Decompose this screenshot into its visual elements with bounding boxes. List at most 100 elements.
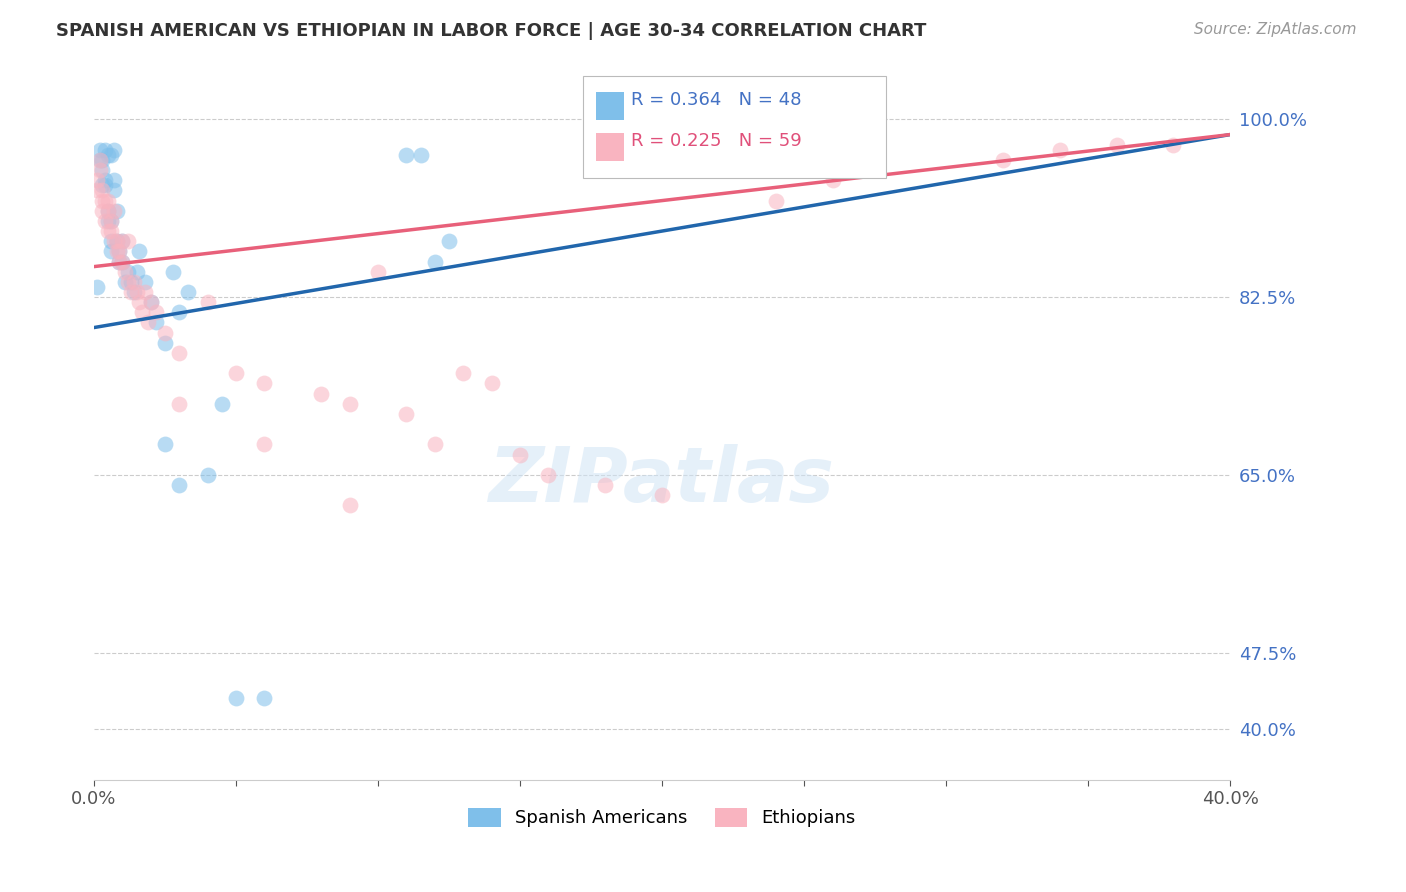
Point [105, 203, 128, 218]
Point [117, 275, 139, 289]
Point [91, 153, 114, 167]
Point [253, 691, 276, 706]
Point [100, 244, 122, 259]
Point [97, 224, 120, 238]
Point [139, 295, 162, 310]
Point [197, 467, 219, 482]
Point [89, 153, 111, 167]
Point [651, 488, 673, 502]
Point [125, 265, 148, 279]
Point [339, 499, 361, 513]
Point [437, 234, 460, 248]
Point [153, 326, 176, 340]
Point [423, 254, 446, 268]
Point [103, 173, 125, 187]
Point [139, 295, 162, 310]
Point [94, 143, 117, 157]
Point [120, 285, 142, 299]
Point [108, 244, 131, 259]
Point [153, 335, 176, 350]
Point [97, 148, 120, 162]
Point [253, 437, 276, 451]
Point [197, 295, 219, 310]
Point [91, 163, 114, 178]
Point [120, 275, 142, 289]
Point [595, 478, 617, 492]
Point [537, 467, 560, 482]
Point [86, 173, 108, 187]
Point [91, 178, 114, 193]
Point [94, 178, 117, 193]
Point [395, 407, 418, 421]
Point [103, 183, 125, 197]
Point [145, 305, 167, 319]
Point [821, 173, 844, 187]
Text: R = 0.364   N = 48: R = 0.364 N = 48 [631, 91, 801, 109]
Point [1163, 137, 1185, 152]
Point [105, 244, 128, 259]
Point [167, 397, 190, 411]
Point [111, 234, 134, 248]
Point [1105, 137, 1128, 152]
Point [339, 397, 361, 411]
Point [225, 366, 247, 380]
Point [136, 316, 159, 330]
Point [91, 183, 114, 197]
Point [86, 183, 108, 197]
Point [94, 173, 117, 187]
Point [122, 275, 145, 289]
Point [451, 366, 474, 380]
Point [100, 214, 122, 228]
Point [134, 275, 156, 289]
Point [395, 148, 418, 162]
Point [122, 285, 145, 299]
Point [367, 265, 389, 279]
Point [409, 148, 432, 162]
Point [117, 265, 139, 279]
Point [1049, 143, 1071, 157]
Point [91, 194, 114, 208]
Point [108, 244, 131, 259]
Point [153, 437, 176, 451]
Point [111, 254, 134, 268]
Point [225, 691, 247, 706]
Point [114, 265, 136, 279]
Text: ZIPatlas: ZIPatlas [489, 444, 835, 518]
Text: Source: ZipAtlas.com: Source: ZipAtlas.com [1194, 22, 1357, 37]
Point [176, 285, 198, 299]
Legend: Spanish Americans, Ethiopians: Spanish Americans, Ethiopians [461, 801, 863, 835]
Point [167, 346, 190, 360]
Point [103, 203, 125, 218]
Point [94, 214, 117, 228]
Point [91, 203, 114, 218]
Point [765, 194, 787, 208]
Point [97, 214, 120, 228]
Point [509, 448, 531, 462]
Point [108, 254, 131, 268]
Point [134, 285, 156, 299]
Point [162, 265, 184, 279]
Point [105, 234, 128, 248]
Point [309, 386, 332, 401]
Point [131, 305, 153, 319]
Point [100, 234, 122, 248]
Point [111, 254, 134, 268]
Point [125, 285, 148, 299]
Point [97, 203, 120, 218]
Point [89, 143, 111, 157]
Point [114, 275, 136, 289]
Point [991, 153, 1014, 167]
Point [108, 254, 131, 268]
Point [128, 295, 150, 310]
Point [167, 478, 190, 492]
Point [86, 280, 108, 294]
Point [145, 316, 167, 330]
Point [111, 234, 134, 248]
Point [128, 244, 150, 259]
Point [97, 203, 120, 218]
Point [100, 224, 122, 238]
Point [167, 305, 190, 319]
Point [211, 397, 233, 411]
Point [89, 163, 111, 178]
Point [97, 194, 120, 208]
